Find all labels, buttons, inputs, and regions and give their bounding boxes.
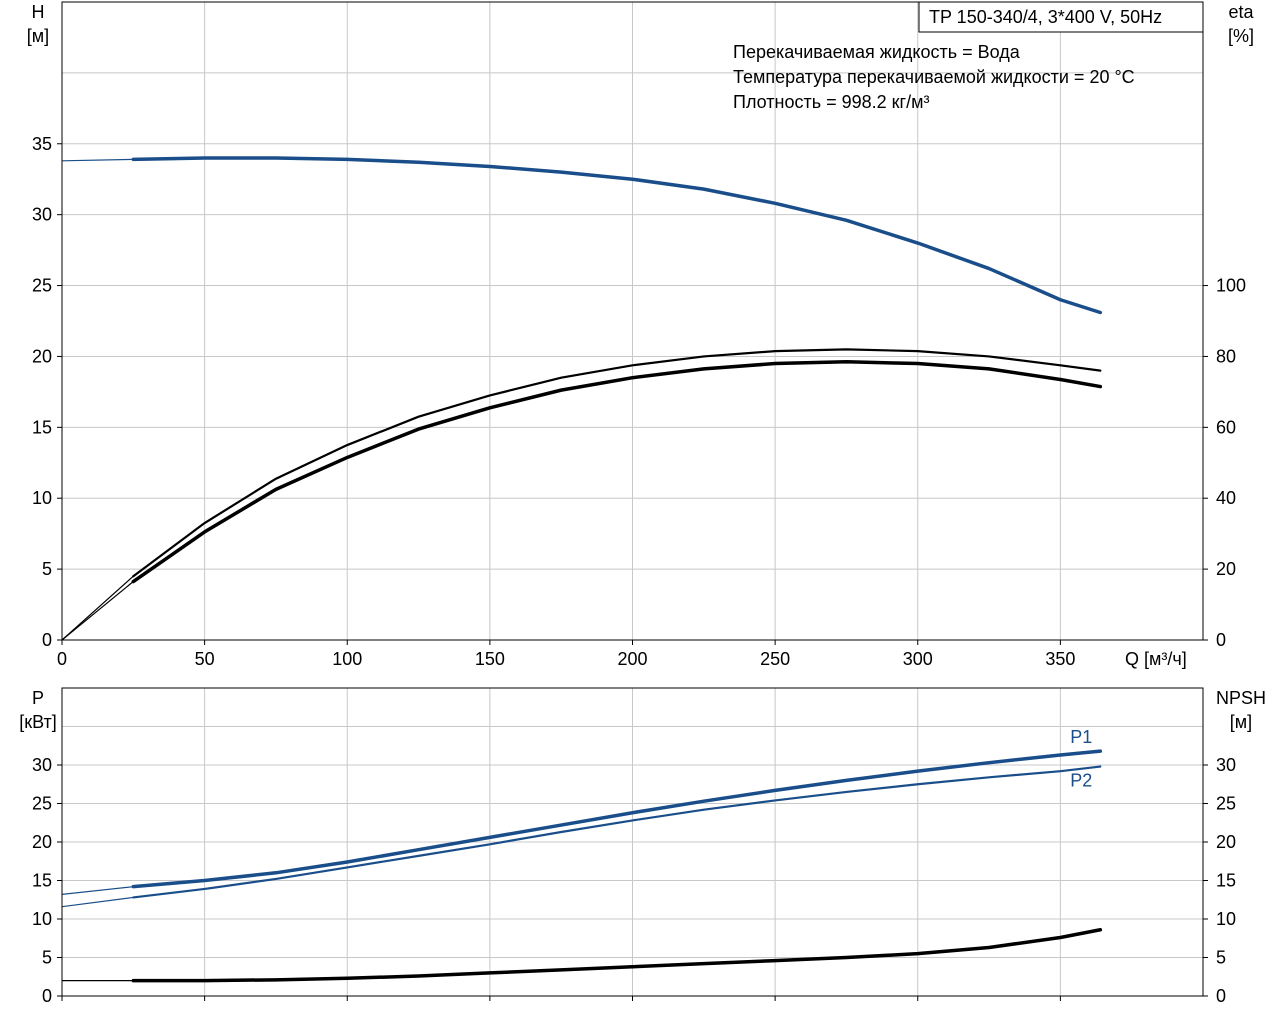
bottom-left-tick-label-20: 20 xyxy=(32,832,52,852)
bottom-left-tick-label-10: 10 xyxy=(32,909,52,929)
top-x-tick-label-350: 350 xyxy=(1045,649,1075,669)
top-right-tick-label-100: 100 xyxy=(1216,276,1246,296)
top-left-tick-label-35: 35 xyxy=(32,134,52,154)
top-x-tick-label-0: 0 xyxy=(57,649,67,669)
top-left-axis-title-1: [м] xyxy=(27,26,49,46)
bottom-left-axis-title-0: P xyxy=(32,688,44,708)
top-grid xyxy=(62,2,1203,640)
top-right-tick-label-60: 60 xyxy=(1216,417,1236,437)
info-line-fluid: Перекачиваемая жидкость = Вода xyxy=(733,42,1021,62)
top-x-tick-label-300: 300 xyxy=(903,649,933,669)
bottom-right-axis-title-1: [м] xyxy=(1230,712,1252,732)
top-series-2-extension xyxy=(61,581,134,641)
bottom-series-0-line xyxy=(131,749,1103,889)
bottom-grid xyxy=(62,688,1203,996)
bottom-right-axis-title-0: NPSH xyxy=(1216,688,1266,708)
top-series-2-line xyxy=(131,360,1103,584)
bottom-right-tick-label-0: 0 xyxy=(1216,986,1226,1006)
top-left-tick-label-20: 20 xyxy=(32,346,52,366)
top-series-1-extension xyxy=(61,575,134,641)
top-left-tick-label-15: 15 xyxy=(32,417,52,437)
bottom-left-axis-title-1: [кВт] xyxy=(19,712,57,732)
top-x-tick-label-50: 50 xyxy=(195,649,215,669)
bottom-series-2-line xyxy=(131,928,1103,983)
series-label-p1: P1 xyxy=(1070,727,1092,747)
bottom-axes: 0 5 10 15 20 25 30 0 5 10 15 20 25 30 P [кВт] NPSH [м] xyxy=(19,687,1266,1006)
series-label-p2: P2 xyxy=(1070,771,1092,791)
bottom-series-0-extension xyxy=(61,886,134,895)
top-right-axis-title-0: eta xyxy=(1228,2,1254,22)
bottom-right-tick-label-10: 10 xyxy=(1216,909,1236,929)
info-line-temperature: Температура перекачиваемой жидкости = 20… xyxy=(733,67,1135,87)
bottom-left-tick-label-25: 25 xyxy=(32,794,52,814)
top-right-axis-title-1: [%] xyxy=(1228,26,1254,46)
top-right-tick-label-80: 80 xyxy=(1216,346,1236,366)
bottom-left-tick-label-30: 30 xyxy=(32,755,52,775)
top-right-tick-label-40: 40 xyxy=(1216,488,1236,508)
bottom-left-tick-label-0: 0 xyxy=(42,986,52,1006)
bottom-right-tick-label-15: 15 xyxy=(1216,871,1236,891)
top-series-1-line xyxy=(132,348,1102,578)
top-x-tick-label-100: 100 xyxy=(332,649,362,669)
bottom-left-tick-label-5: 5 xyxy=(42,948,52,968)
top-left-tick-label-5: 5 xyxy=(42,559,52,579)
product-label: TP 150-340/4, 3*400 V, 50Hz xyxy=(929,7,1162,27)
top-left-tick-label-25: 25 xyxy=(32,276,52,296)
top-series xyxy=(61,156,1103,641)
bottom-right-tick-label-25: 25 xyxy=(1216,794,1236,814)
top-series-0-line xyxy=(131,156,1103,315)
product-label-box xyxy=(918,1,1204,33)
top-left-tick-label-30: 30 xyxy=(32,205,52,225)
top-left-tick-label-10: 10 xyxy=(32,488,52,508)
bottom-right-tick-label-5: 5 xyxy=(1216,948,1226,968)
top-series-0-extension xyxy=(61,158,134,162)
bottom-right-tick-label-30: 30 xyxy=(1216,755,1236,775)
top-x-tick-label-200: 200 xyxy=(617,649,647,669)
top-x-tick-label-250: 250 xyxy=(760,649,790,669)
bottom-right-tick-label-20: 20 xyxy=(1216,832,1236,852)
info-line-density: Плотность = 998.2 кг/м³ xyxy=(733,92,929,112)
bottom-series-1-line xyxy=(132,765,1102,899)
bottom-series-1-extension xyxy=(61,896,134,908)
bottom-series: P1 P2 xyxy=(61,727,1103,983)
top-x-tick-label-150: 150 xyxy=(475,649,505,669)
bottom-left-tick-label-15: 15 xyxy=(32,871,52,891)
x-axis-title: Q [м³/ч] xyxy=(1125,649,1187,669)
top-left-axis-title-0: H xyxy=(32,2,45,22)
top-left-tick-label-0: 0 xyxy=(42,630,52,650)
top-right-tick-label-0: 0 xyxy=(1216,630,1226,650)
top-right-tick-label-20: 20 xyxy=(1216,559,1236,579)
